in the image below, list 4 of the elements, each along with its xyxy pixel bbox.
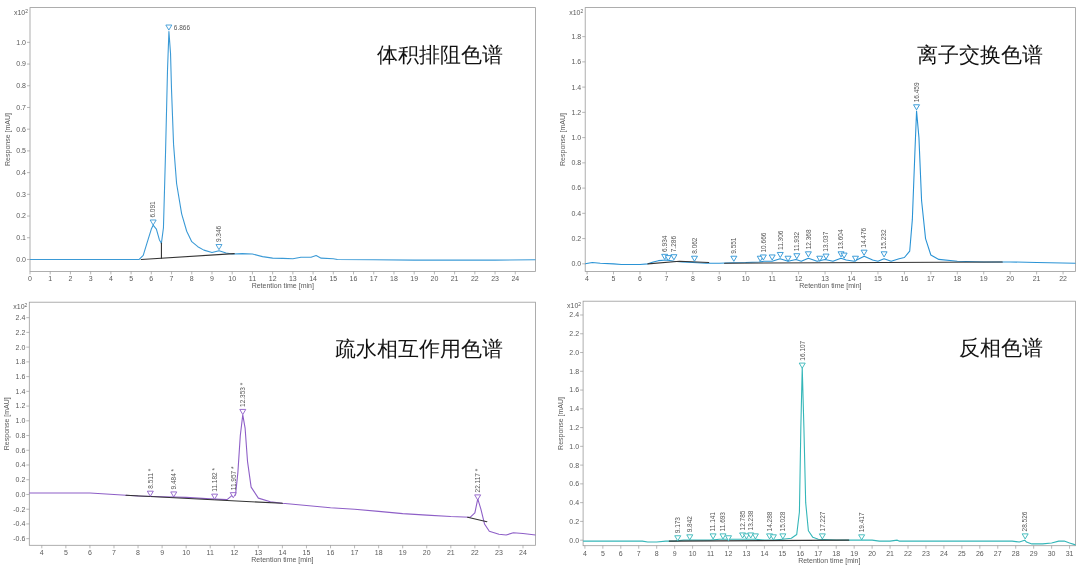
text: 疏水相互作用色谱 xyxy=(334,337,503,362)
text: 反相色谱 xyxy=(958,336,1043,361)
text: 离子交换色谱 xyxy=(916,42,1043,67)
text: 体积排阻色谱 xyxy=(376,42,503,67)
